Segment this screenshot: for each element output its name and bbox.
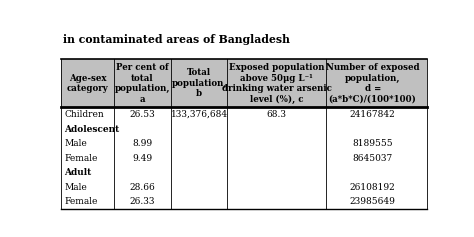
Text: Total
population,
b: Total population, b xyxy=(171,68,227,98)
Bar xyxy=(61,195,427,209)
Text: Male: Male xyxy=(64,139,87,148)
Text: 133,376,684: 133,376,684 xyxy=(171,110,228,119)
Text: 26.53: 26.53 xyxy=(129,110,155,119)
Text: 26108192: 26108192 xyxy=(350,183,396,192)
Text: Number of exposed
population,
d =
(a*b*C)/(100*100): Number of exposed population, d = (a*b*C… xyxy=(326,63,419,104)
Text: Age-sex
category: Age-sex category xyxy=(67,74,109,93)
Bar xyxy=(61,107,427,122)
Text: 9.49: 9.49 xyxy=(132,154,153,163)
Text: Female: Female xyxy=(64,197,97,206)
Text: Male: Male xyxy=(64,183,87,192)
Bar xyxy=(61,122,427,137)
Bar xyxy=(61,137,427,151)
Text: 28.66: 28.66 xyxy=(129,183,155,192)
Bar xyxy=(61,165,427,180)
Text: 8645037: 8645037 xyxy=(353,154,393,163)
Text: 8.99: 8.99 xyxy=(132,139,153,148)
Text: Exposed population
above 50μg L⁻¹
drinking water arsenic
level (%), c: Exposed population above 50μg L⁻¹ drinki… xyxy=(222,63,332,104)
Text: Children: Children xyxy=(64,110,104,119)
Text: 68.3: 68.3 xyxy=(267,110,287,119)
Text: 8189555: 8189555 xyxy=(352,139,393,148)
Text: Adolescent: Adolescent xyxy=(64,125,119,134)
Text: Per cent of
total
population,
a: Per cent of total population, a xyxy=(115,63,170,104)
Text: Adult: Adult xyxy=(64,168,91,177)
Bar xyxy=(61,151,427,165)
Bar xyxy=(61,180,427,195)
Text: in contaminated areas of Bangladesh: in contaminated areas of Bangladesh xyxy=(63,34,290,45)
Text: 24167842: 24167842 xyxy=(350,110,396,119)
Text: 26.33: 26.33 xyxy=(130,197,155,206)
Text: Female: Female xyxy=(64,154,97,163)
Text: 23985649: 23985649 xyxy=(350,197,396,206)
